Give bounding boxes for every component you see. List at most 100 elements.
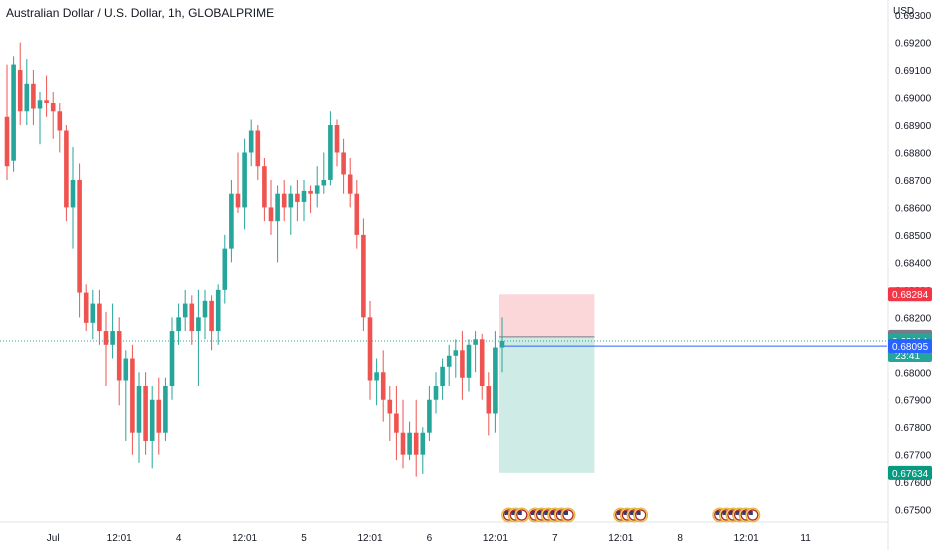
candle[interactable] (301, 179, 307, 222)
candle[interactable] (407, 421, 412, 461)
candle[interactable] (176, 303, 181, 345)
candle[interactable] (156, 377, 162, 455)
candle[interactable] (420, 427, 426, 474)
candle[interactable] (248, 119, 254, 167)
candle[interactable] (446, 344, 452, 387)
candle[interactable] (262, 157, 267, 222)
candle[interactable] (90, 289, 96, 340)
candle[interactable] (57, 103, 63, 153)
candle[interactable] (380, 350, 386, 422)
candle[interactable] (341, 138, 346, 194)
candle[interactable] (347, 157, 353, 208)
candle[interactable] (413, 399, 419, 477)
candle[interactable] (361, 218, 366, 332)
candle[interactable] (136, 372, 142, 463)
candle[interactable] (116, 317, 122, 406)
candle[interactable] (123, 350, 129, 441)
candle[interactable] (255, 125, 261, 180)
candle[interactable] (387, 386, 393, 441)
candle-body (493, 347, 498, 414)
candle[interactable] (83, 284, 89, 332)
candle[interactable] (229, 179, 234, 263)
candle[interactable] (321, 152, 327, 194)
candle[interactable] (453, 339, 459, 378)
candle-body (130, 358, 135, 433)
price-tick-label: 0.69200 (895, 39, 932, 50)
candle[interactable] (479, 333, 485, 400)
candle[interactable] (460, 331, 465, 400)
candle[interactable] (202, 289, 208, 340)
candle[interactable] (440, 358, 445, 400)
candle[interactable] (486, 372, 492, 436)
candle[interactable] (466, 339, 472, 392)
economic-event-icon[interactable] (633, 507, 649, 523)
candle-body (400, 432, 406, 455)
candle[interactable] (189, 295, 195, 345)
candle[interactable] (11, 56, 16, 172)
candle[interactable] (97, 289, 102, 345)
candle[interactable] (295, 179, 300, 222)
candle[interactable] (242, 138, 247, 230)
candle-body (235, 193, 241, 208)
candle[interactable] (50, 92, 56, 139)
candle[interactable] (44, 75, 49, 117)
candle[interactable] (70, 146, 76, 249)
candle[interactable] (268, 179, 274, 235)
candle[interactable] (433, 372, 439, 414)
candle[interactable] (427, 386, 432, 441)
candle[interactable] (24, 59, 30, 126)
candle[interactable] (196, 289, 201, 387)
candle-body (215, 289, 221, 332)
price-tick-label: 0.68200 (895, 313, 932, 324)
candle[interactable] (328, 111, 333, 186)
plot-area[interactable] (0, 0, 889, 550)
candle[interactable] (149, 386, 155, 469)
candle[interactable] (143, 372, 148, 455)
candle[interactable] (281, 179, 287, 222)
candle[interactable] (334, 119, 340, 167)
candle[interactable] (130, 344, 135, 455)
candle[interactable] (235, 152, 241, 213)
flag-canton (557, 511, 562, 515)
economic-event-icon[interactable] (514, 507, 530, 523)
candle-body (460, 350, 465, 378)
time-tick-label: 8 (677, 533, 683, 544)
candle[interactable] (77, 163, 82, 318)
candle[interactable] (314, 166, 320, 208)
candle[interactable] (288, 185, 294, 235)
candle[interactable] (64, 125, 69, 222)
price-axis[interactable]: 0.69300 0.69200 0.69100 0.69000 0.68900 0.688… (893, 6, 932, 517)
candle[interactable] (374, 358, 379, 406)
candle[interactable] (103, 311, 109, 387)
candle-body (374, 372, 379, 381)
candle[interactable] (182, 289, 188, 332)
candle-body (4, 116, 10, 167)
candle[interactable] (31, 70, 36, 126)
reward-zone[interactable] (499, 336, 595, 473)
candle[interactable] (110, 303, 115, 359)
candle[interactable] (499, 317, 505, 373)
candle[interactable] (163, 377, 168, 441)
time-axis[interactable]: Jul 12:01 4 12:01 5 12:01 6 12:01 7 12:01 8 12:01 11 (47, 533, 811, 544)
candle[interactable] (37, 92, 43, 145)
candle[interactable] (215, 284, 221, 345)
candle[interactable] (394, 386, 399, 461)
candle[interactable] (209, 295, 214, 351)
candle[interactable] (275, 185, 280, 263)
candle[interactable] (367, 300, 373, 400)
economic-event-icon[interactable] (560, 507, 576, 523)
candle[interactable] (4, 64, 10, 180)
candle[interactable] (473, 331, 478, 373)
price-tick-label: 0.68500 (895, 231, 932, 242)
candle[interactable] (400, 399, 406, 469)
candle[interactable] (308, 185, 313, 213)
candle[interactable] (354, 179, 360, 249)
candle[interactable] (17, 42, 23, 126)
time-tick-label: 12:01 (483, 533, 508, 544)
candle[interactable] (493, 331, 498, 433)
economic-event-icon[interactable] (745, 507, 761, 523)
risk-zone[interactable] (499, 294, 595, 337)
candle[interactable] (169, 317, 175, 400)
candle[interactable] (222, 234, 228, 304)
